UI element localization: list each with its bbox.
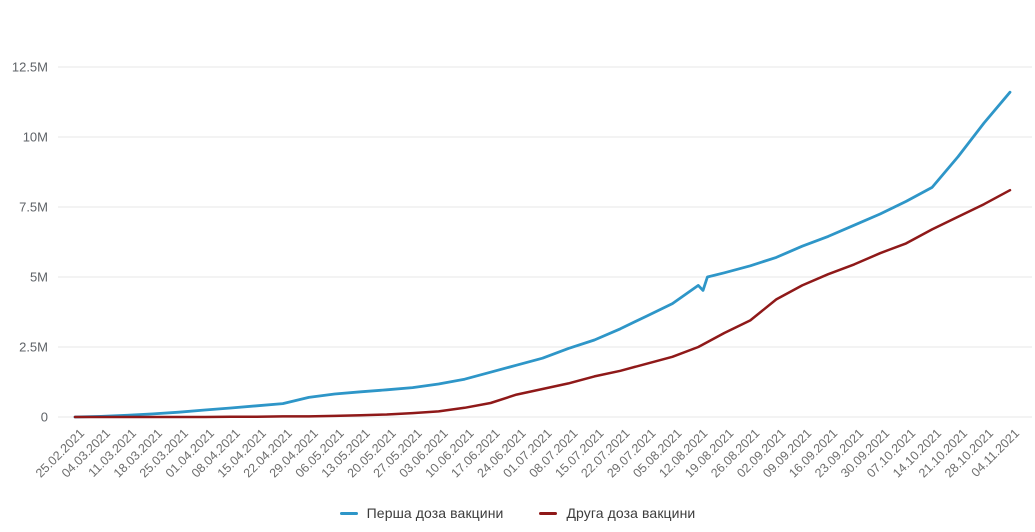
legend-item-first-dose: Перша доза вакцини <box>339 505 504 521</box>
chart-legend: Перша доза вакцини Друга доза вакцини <box>0 505 1035 521</box>
series-line-second-dose <box>73 188 1012 419</box>
legend-label-first-dose: Перша доза вакцини <box>366 505 504 521</box>
first-dose-line-swatch-icon <box>339 511 358 515</box>
y-axis-tick-label: 2.5M <box>19 340 48 355</box>
legend-item-second-dose: Друга доза вакцини <box>539 505 695 521</box>
y-axis-tick-label: 7.5M <box>19 200 48 215</box>
y-axis-tick-label: 5M <box>30 270 48 285</box>
y-axis-tick-label: 10M <box>23 130 48 145</box>
y-axis-tick-label: 12.5M <box>12 60 48 75</box>
second-dose-line-swatch-icon <box>539 511 558 515</box>
line-chart-plot-area[interactable]: 02.5M5M7.5M10M12.5M25.02.202104.03.20211… <box>0 0 1035 505</box>
y-axis-tick-label: 0 <box>41 410 48 425</box>
legend-label-second-dose: Друга доза вакцини <box>566 505 696 521</box>
series-line-first-dose <box>73 90 1012 419</box>
